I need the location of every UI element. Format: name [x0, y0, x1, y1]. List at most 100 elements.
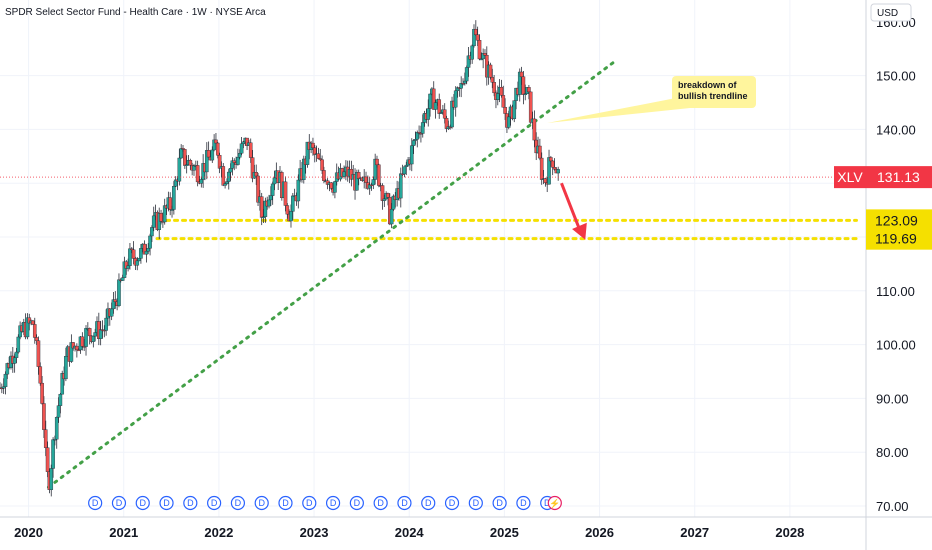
y-tick-label: 150.00 [876, 69, 916, 84]
candle-body [342, 171, 346, 177]
candle-body [215, 142, 220, 156]
dividend-marker [302, 495, 317, 511]
annotation-text: bullish trendline [678, 91, 748, 101]
candle-body [126, 265, 130, 269]
candle-body [437, 99, 442, 114]
candle-body [239, 143, 244, 154]
x-tick-label: 2021 [109, 525, 138, 540]
dividend-marker-label: D [354, 498, 361, 508]
annotation-text: breakdown of [678, 80, 738, 90]
candle-body [483, 53, 487, 56]
candle-body [192, 165, 196, 171]
candle-body [210, 149, 215, 161]
dividend-marker [397, 495, 412, 511]
candle-body [69, 342, 74, 362]
last-price-tag-label: 131.13 [877, 169, 920, 185]
candle-body [549, 157, 553, 162]
level-price-tag-label: 119.69 [875, 231, 917, 247]
candle-body [464, 67, 469, 82]
candle-body [135, 260, 140, 266]
candle-body [433, 102, 438, 110]
candle-body [120, 277, 125, 281]
forecast-arrow-shaft [560, 182, 581, 230]
candle-body [64, 356, 68, 380]
candle-body [539, 157, 544, 180]
dividend-marker [183, 495, 198, 511]
candle-body [431, 88, 436, 110]
candle-body [550, 160, 555, 168]
candle-body [54, 417, 59, 440]
candle-body [146, 248, 151, 252]
candle-body [532, 118, 537, 141]
candle-body [556, 169, 560, 174]
candle-body [389, 209, 394, 225]
dividend-marker [421, 495, 436, 511]
candle-body [470, 45, 474, 60]
symbol-tag [834, 166, 866, 189]
candle-body [501, 95, 506, 108]
y-tick-label: 140.00 [876, 122, 916, 137]
candle-body [409, 145, 414, 165]
candle-body [56, 405, 61, 418]
y-tick-label: 110.00 [876, 284, 915, 299]
candle-body [291, 195, 295, 212]
candle-body [320, 159, 324, 171]
x-tick-label: 2028 [775, 525, 804, 540]
candle-body [404, 164, 409, 167]
candle-body [75, 345, 79, 351]
candle-body [84, 328, 88, 347]
candle-body [214, 139, 218, 144]
candle-body [377, 164, 381, 186]
candle-body [188, 160, 193, 166]
candle-body [12, 357, 17, 364]
dividend-marker [135, 495, 150, 511]
dividend-marker [468, 495, 483, 511]
annotation-box [672, 76, 756, 108]
candle-body [311, 142, 315, 149]
candle-body [521, 76, 526, 95]
x-tick-label: 2020 [14, 525, 43, 540]
dividend-marker-label: D [401, 498, 408, 508]
bullish-trendline [47, 60, 616, 489]
price-axis-panel[interactable] [866, 0, 932, 517]
candle-body [38, 366, 43, 384]
candle-body [523, 93, 528, 96]
candle-body [40, 382, 44, 404]
dividend-marker-label: D [92, 498, 99, 508]
candle-body [289, 211, 293, 222]
dividend-marker [88, 495, 103, 511]
candle-body [42, 403, 46, 430]
dividend-marker-label: D [496, 498, 503, 508]
candle-body [463, 80, 467, 84]
candle-body [241, 141, 246, 144]
dividend-marker [278, 495, 293, 511]
dividend-marker-label: D [520, 498, 527, 508]
candle-body [131, 249, 136, 259]
dividend-marker [325, 495, 341, 511]
candle-body [16, 336, 21, 353]
y-tick-label: 80.00 [876, 445, 909, 460]
candle-body [232, 160, 237, 163]
candle-body [212, 139, 216, 151]
dividend-marker [230, 495, 246, 511]
candle-body [168, 197, 172, 210]
chart-title: SPDR Select Sector Fund - Health Care · … [5, 7, 266, 18]
candle-body [519, 71, 524, 77]
candle-body [58, 393, 63, 406]
level-price-tag-label: 123.09 [875, 212, 918, 228]
candle-body [109, 308, 114, 317]
candle-body [472, 29, 476, 47]
candle-body [181, 148, 185, 150]
currency-selector[interactable]: USD [870, 3, 912, 22]
dividend-marker [444, 495, 460, 511]
x-tick-label: 2026 [585, 525, 614, 540]
candle-body [547, 157, 551, 185]
dividend-marker-label: D [425, 498, 432, 508]
x-tick-label: 2027 [680, 525, 709, 540]
candle-body [151, 215, 156, 228]
candle-body [259, 196, 264, 218]
candle-body [87, 328, 92, 337]
candle-body [31, 320, 35, 325]
